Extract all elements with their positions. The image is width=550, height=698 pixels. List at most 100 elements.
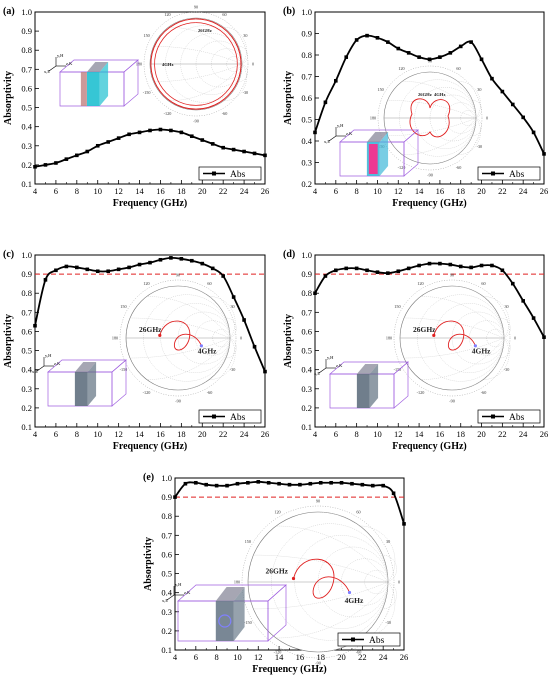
- smith-angle-label: -120: [274, 650, 282, 655]
- smith-reactance-arc: [253, 554, 389, 583]
- x-tick-label: 8: [75, 429, 79, 439]
- smith-label-4GHz: 4GHz: [345, 596, 364, 605]
- smith-chart: 0 30 60 90 120 150 180 -150 -120 -90 -60 -30 26GHz 4G…: [386, 273, 516, 404]
- y-tick-label: 0.4: [21, 365, 32, 375]
- x-tick-label: 20: [337, 652, 346, 662]
- x-tick-label: 6: [334, 429, 338, 439]
- smith-angle-label: -30: [243, 90, 249, 95]
- y-tick-label: 0.3: [21, 384, 32, 394]
- y-axis-label: Absorptivity: [283, 314, 294, 368]
- x-tick-label: 24: [519, 429, 528, 439]
- smith-angle-label: -60: [456, 165, 462, 170]
- smith-angle-label: -150: [394, 367, 402, 372]
- unit-cell-inset: y,H x,E z,K: [32, 353, 127, 407]
- panel-c: (c) 4 6 8 10 12 14 16 18 20 22 24 26 0.1 0.2 0.3 0.4 0.5 0…: [3, 249, 269, 452]
- smith-label-4GHz: 4GHz: [472, 347, 491, 356]
- smith-angle-label: -30: [230, 367, 236, 372]
- y-tick-label: 0.4: [301, 136, 312, 146]
- axis-letter-y: y,H: [45, 353, 52, 359]
- x-tick-label: 26: [540, 429, 549, 439]
- data-point: [263, 153, 267, 158]
- y-tick-label: 0.8: [21, 45, 32, 55]
- smith-angle-label: 150: [394, 304, 400, 309]
- slab-side: [379, 132, 389, 176]
- unit-cell-inset: y,H x,E z,K: [324, 123, 419, 177]
- data-point: [106, 140, 110, 144]
- data-point: [365, 33, 369, 38]
- data-point: [370, 483, 375, 488]
- smith-reactance-arc: [195, 63, 243, 111]
- smith-chart: 0 30 60 90 120 150 180 -150 -120 -90 -60 -30 26GHz 4G…: [234, 499, 400, 666]
- smith-reactance-arc: [429, 71, 477, 119]
- smith-outer-ring: [119, 279, 237, 397]
- x-tick-label: 10: [93, 429, 102, 439]
- impedance-curve: [154, 22, 238, 106]
- smith-angle-label: 60: [456, 66, 460, 71]
- smith-angle-label: -90: [427, 173, 433, 178]
- panel-a: (a) 4 6 8 10 12 14 16 18 20 22 24 26 0.1 0.2 0.3 0.4 0.5 0…: [3, 5, 269, 210]
- y-tick-label: 0.6: [301, 93, 312, 103]
- data-point: [458, 44, 463, 49]
- smith-angle-label: 120: [417, 281, 423, 286]
- data-point: [448, 262, 453, 267]
- smith-reactance-arc: [168, 27, 243, 65]
- smith-reactance-arc: [403, 317, 505, 339]
- smith-angle-label: 60: [222, 12, 226, 17]
- smith-reactance-arc: [403, 337, 505, 359]
- panel-label: (b): [283, 6, 295, 17]
- data-point: [75, 265, 79, 270]
- smith-reactance-arc: [168, 63, 243, 101]
- x-tick-label: 26: [261, 429, 270, 439]
- smith-reactance-arc: [457, 81, 481, 119]
- y-tick-label: 0.6: [161, 549, 172, 559]
- x-tick-label: 24: [240, 429, 249, 439]
- x-tick-label: 26: [261, 186, 270, 196]
- series-line-abs: [174, 480, 405, 525]
- data-point: [210, 266, 215, 271]
- x-tick-label: 10: [233, 652, 242, 662]
- data-point: [510, 102, 515, 107]
- box-side-face: [123, 59, 139, 107]
- data-point: [242, 318, 246, 322]
- data-point: [531, 130, 536, 135]
- axis-letter-x: x,E: [314, 371, 320, 377]
- axis-letter-x: x,E: [44, 69, 50, 75]
- x-tick-label: 12: [394, 186, 403, 196]
- smith-reactance-arc: [225, 317, 237, 339]
- data-point: [298, 482, 302, 487]
- smith-reactance-arc: [499, 337, 511, 359]
- axis-letter-x: x,E: [324, 139, 330, 145]
- smith-reactance-arc: [402, 117, 477, 155]
- data-point: [33, 165, 37, 169]
- x-tick-label: 18: [177, 186, 186, 196]
- y-tick-label: 0.2: [21, 160, 32, 170]
- y-tick-label: 0.7: [301, 307, 312, 317]
- smith-angle-label: -120: [398, 165, 406, 170]
- y-tick-label: 0.8: [301, 50, 312, 60]
- x-tick-label: 12: [114, 186, 123, 196]
- x-tick-label: 16: [156, 429, 165, 439]
- y-tick-label: 0.3: [301, 384, 312, 394]
- panel-label: (c): [3, 249, 14, 260]
- slab-top: [366, 132, 389, 142]
- data-point: [350, 481, 354, 486]
- x-tick-label: 18: [177, 429, 186, 439]
- x-tick-label: 8: [75, 186, 79, 196]
- data-point: [313, 130, 317, 135]
- smith-angle-label: -30: [504, 367, 510, 372]
- data-point: [190, 258, 194, 263]
- data-point: [448, 51, 453, 55]
- smith-outer-ring: [143, 11, 249, 117]
- smith-reactance-arc: [275, 581, 389, 639]
- y-tick-label: 1.0: [301, 7, 312, 17]
- smith-angle-label: 30: [477, 87, 481, 92]
- smith-angle-label: 150: [245, 539, 251, 544]
- data-point: [406, 266, 411, 271]
- legend-marker: [351, 637, 355, 642]
- data-point: [402, 522, 406, 526]
- smith-angle-label: 30: [243, 33, 247, 38]
- data-point: [313, 291, 317, 296]
- y-tick-label: 0.4: [161, 588, 172, 598]
- legend: Abs: [337, 632, 401, 647]
